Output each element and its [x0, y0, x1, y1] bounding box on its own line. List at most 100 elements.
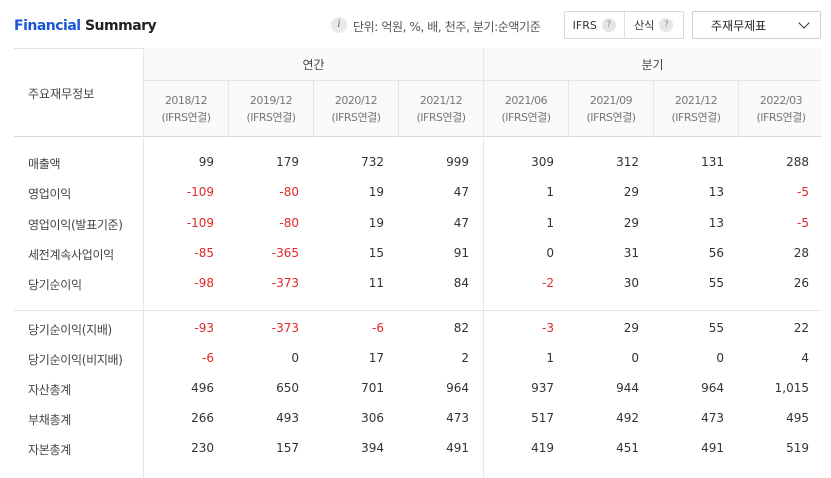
value-cell: 451	[616, 441, 639, 455]
help-icon[interactable]: ?	[601, 18, 616, 32]
value-cell: 491	[446, 441, 469, 455]
period-basis: (IFRS연결)	[416, 111, 466, 124]
value-cell: 519	[786, 441, 809, 455]
value-cell: 29	[623, 321, 639, 335]
period-basis: (IFRS연결)	[671, 111, 721, 124]
period-header: 2021/12 (IFRS연결)	[398, 81, 483, 137]
period-date: 2020/12	[334, 94, 378, 107]
value-cell: 82	[453, 321, 469, 335]
value-cell: 496	[191, 381, 214, 395]
statement-type-select[interactable]: 주재무제표	[692, 11, 821, 39]
period-date: 2021/09	[589, 94, 633, 107]
row-header-label: 주요재무정보	[28, 87, 95, 101]
row-label: 당기순이익(비지배)	[28, 353, 123, 367]
period-header: 2018/12 (IFRS연결)	[143, 81, 228, 137]
row-label: 자본총계	[28, 443, 71, 457]
group-annual: 연간	[143, 48, 483, 81]
row-label: 매출액	[28, 157, 61, 171]
group-quarter: 분기	[483, 48, 821, 81]
value-cell: 230	[191, 441, 214, 455]
period-header: 2022/03 (IFRS연결)	[738, 81, 823, 137]
period-basis: (IFRS연결)	[586, 111, 636, 124]
section-title: Financial Summary	[14, 18, 157, 34]
row-label: 부채총계	[28, 413, 71, 427]
value-cell: -109	[186, 216, 214, 230]
value-cell: -373	[271, 321, 299, 335]
row-header-cell: 주요재무정보	[14, 48, 143, 137]
value-cell: 0	[546, 246, 554, 260]
row-label: 당기순이익(지배)	[28, 323, 112, 337]
value-cell: 473	[701, 411, 724, 425]
formula-label: 산식	[634, 19, 655, 32]
value-cell: 732	[361, 155, 384, 169]
value-cell: 55	[708, 321, 724, 335]
accounting-toggle: IFRS ? 산식 ?	[564, 11, 684, 39]
period-header: 2020/12 (IFRS연결)	[313, 81, 398, 137]
value-cell: -93	[194, 321, 214, 335]
value-cell: 491	[701, 441, 724, 455]
value-cell: 650	[276, 381, 299, 395]
table-row: 세전계속사업이익 -85 -365 15 91 0 31 56 28	[14, 239, 821, 269]
row-label: 영업이익	[28, 187, 71, 201]
value-cell: 56	[708, 246, 724, 260]
value-cell: 1,015	[774, 381, 809, 395]
value-cell: 999	[446, 155, 469, 169]
value-cell: 47	[453, 185, 469, 199]
period-date: 2019/12	[249, 94, 293, 107]
value-cell: 4	[801, 351, 809, 365]
help-icon[interactable]: ?	[659, 18, 674, 32]
value-cell: 29	[623, 185, 639, 199]
value-cell: -373	[271, 276, 299, 290]
value-cell: -2	[542, 276, 554, 290]
value-cell: 19	[368, 216, 384, 230]
value-cell: 17	[368, 351, 384, 365]
period-basis: (IFRS연결)	[501, 111, 551, 124]
value-cell: 179	[276, 155, 299, 169]
info-icon[interactable]: i	[331, 17, 347, 33]
value-cell: 131	[701, 155, 724, 169]
value-cell: 394	[361, 441, 384, 455]
value-cell: -80	[279, 216, 299, 230]
value-cell: 11	[368, 276, 384, 290]
value-cell: 29	[623, 216, 639, 230]
ifrs-label: IFRS	[572, 18, 597, 32]
value-cell: 0	[716, 351, 724, 365]
value-cell: 26	[793, 276, 809, 290]
value-cell: -80	[279, 185, 299, 199]
formula-option[interactable]: 산식 ?	[623, 12, 684, 38]
table-row: 당기순이익 -98 -373 11 84 -2 30 55 26	[14, 269, 821, 299]
value-cell: -109	[186, 185, 214, 199]
value-cell: 30	[623, 276, 639, 290]
table-row: 자본총계 230 157 394 491 419 451 491 519	[14, 434, 821, 464]
row-label: 세전계속사업이익	[28, 248, 114, 262]
value-cell: 701	[361, 381, 384, 395]
value-cell: -98	[194, 276, 214, 290]
period-header: 2021/12 (IFRS연결)	[653, 81, 738, 137]
value-cell: 306	[361, 411, 384, 425]
value-cell: 492	[616, 411, 639, 425]
value-cell: -6	[202, 351, 214, 365]
value-cell: -3	[542, 321, 554, 335]
summary-header: Financial Summary i 단위: 억원, %, 배, 천주, 분기…	[0, 0, 831, 48]
value-cell: -6	[372, 321, 384, 335]
value-cell: 1	[546, 351, 554, 365]
value-cell: -5	[797, 185, 809, 199]
value-cell: 288	[786, 155, 809, 169]
value-cell: 13	[708, 216, 724, 230]
value-cell: 28	[793, 246, 809, 260]
period-basis: (IFRS연결)	[161, 111, 211, 124]
title-part-financial: Financial	[14, 18, 81, 34]
value-cell: 944	[616, 381, 639, 395]
value-cell: 31	[623, 246, 639, 260]
table-row: 당기순이익(지배) -93 -373 -6 82 -3 29 55 22	[14, 314, 821, 344]
row-label: 당기순이익	[28, 278, 82, 292]
period-date: 2021/12	[674, 94, 718, 107]
row-label: 영업이익(발표기준)	[28, 218, 123, 232]
value-cell: 0	[291, 351, 299, 365]
ifrs-option[interactable]: IFRS ?	[565, 12, 624, 38]
table-row: 자산총계 496 650 701 964 937 944 964 1,015	[14, 374, 821, 404]
table-row: 매출액 99 179 732 999 309 312 131 288	[14, 148, 821, 178]
value-cell: 1	[546, 185, 554, 199]
period-basis: (IFRS연결)	[756, 111, 806, 124]
value-cell: -365	[271, 246, 299, 260]
